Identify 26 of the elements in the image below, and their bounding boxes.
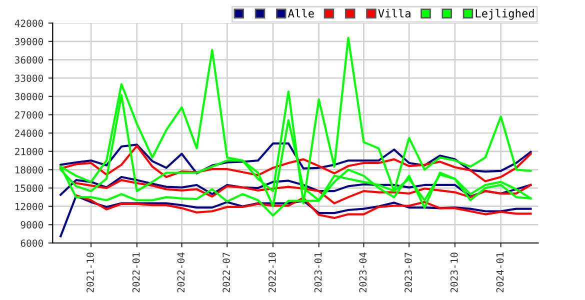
x-tick-label: 2023-10 (450, 252, 458, 292)
y-tick-label: 24000 (15, 130, 43, 137)
legend-label: Villa (378, 8, 410, 18)
y-tick-label: 42000 (14, 20, 43, 27)
x-tick-label: 2022-04 (177, 252, 185, 292)
y-tick-label: 27000 (15, 111, 43, 119)
x-tick-label: 2022-01 (132, 252, 140, 292)
y-tick-label: 9000 (20, 221, 43, 229)
y-tick-label: 6000 (20, 240, 43, 247)
y-tick-label: 36000 (15, 56, 43, 64)
x-tick-label: 2023-07 (404, 252, 412, 292)
legend-label: Alle (288, 8, 314, 18)
x-tick-label: 2023-01 (314, 252, 322, 292)
x-tick-label: 2022-10 (268, 252, 276, 292)
y-tick-label: 21000 (15, 148, 43, 156)
x-tick-label: 2023-04 (359, 252, 367, 292)
x-tick-label: 2024-01 (496, 252, 504, 292)
y-tick-label: 39000 (15, 38, 43, 46)
legend-label: Lejlighed (476, 8, 534, 20)
x-tick-label: 2021-10 (86, 252, 94, 292)
y-tick-label: 12000 (16, 202, 43, 210)
y-tick-label: 30000 (15, 92, 43, 100)
x-tick-label: 2022-07 (222, 252, 230, 292)
y-tick-label: 33000 (15, 74, 43, 82)
y-tick-label: 18000 (16, 166, 43, 174)
y-tick-label: 15000 (16, 184, 43, 192)
